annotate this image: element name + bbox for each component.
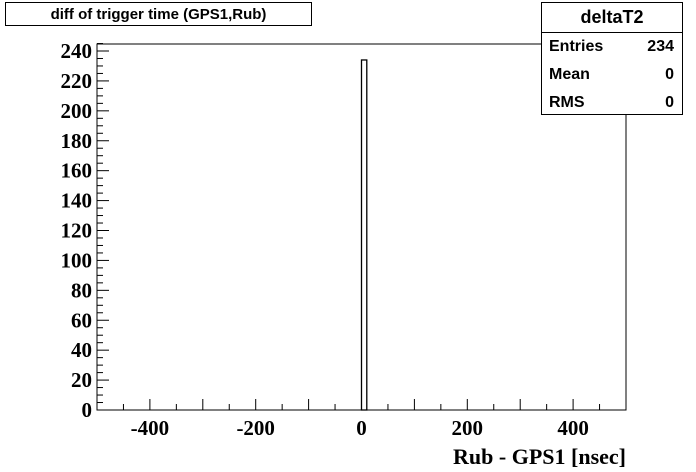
y-tick-label: 20	[71, 368, 92, 392]
y-tick-label: 140	[61, 189, 93, 213]
y-tick-label: 240	[61, 39, 93, 63]
stats-mean-label: Mean	[549, 66, 590, 83]
stats-divider	[542, 32, 682, 33]
stats-box: deltaT2 Entries 234 Mean 0 RMS 0	[541, 2, 683, 115]
x-tick-label: 0	[356, 416, 367, 440]
x-tick-label: 400	[557, 416, 589, 440]
stats-mean-value: 0	[665, 66, 674, 83]
stats-rms-value: 0	[665, 94, 674, 111]
histogram-bin	[360, 59, 368, 411]
stats-entries-value: 234	[647, 38, 674, 55]
x-tick-label: -200	[236, 416, 275, 440]
y-tick-label: 0	[82, 398, 93, 422]
y-tick-label: 200	[61, 99, 93, 123]
stats-rms-label: RMS	[549, 94, 585, 111]
y-tick-label: 80	[71, 278, 92, 302]
stats-histogram-name: deltaT2	[580, 7, 644, 27]
stats-entries-label: Entries	[549, 38, 604, 55]
x-tick-label: 200	[452, 416, 484, 440]
y-tick-label: 60	[71, 308, 92, 332]
histogram-title-box: diff of trigger time (GPS1,Rub)	[5, 2, 312, 26]
y-tick-label: 180	[61, 129, 93, 153]
y-tick-label: 100	[61, 248, 93, 272]
y-tick-label: 220	[61, 69, 93, 93]
histogram-title: diff of trigger time (GPS1,Rub)	[50, 6, 267, 23]
y-tick-label: 160	[61, 159, 93, 183]
y-tick-label: 40	[71, 338, 92, 362]
y-tick-label: 120	[61, 219, 93, 243]
x-axis-label: Rub - GPS1 [nsec]	[453, 444, 626, 469]
x-tick-label: -400	[131, 416, 170, 440]
